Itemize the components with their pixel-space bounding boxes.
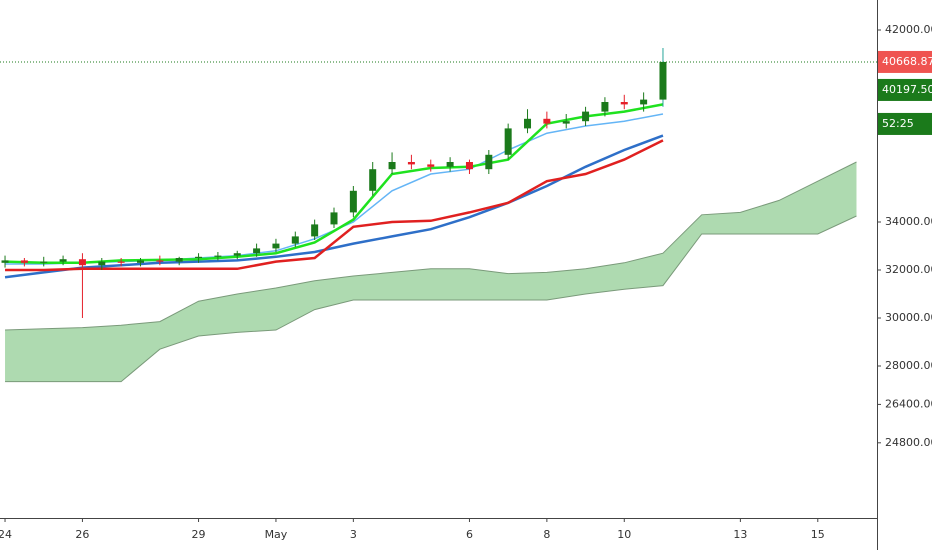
x-tick-label: May [265, 528, 288, 541]
candle-body [291, 236, 299, 244]
candle-body [659, 61, 667, 100]
y-tick-label: 24800.00 [885, 436, 932, 449]
y-tick-label: 30000.00 [885, 311, 932, 324]
candle-body [117, 261, 125, 263]
candle-body [349, 190, 357, 213]
candle-body [388, 162, 396, 170]
candle-body [524, 118, 532, 129]
y-tick-label: 28000.00 [885, 359, 932, 372]
indicator-line [4, 103, 664, 265]
cloud-lower [5, 215, 857, 383]
candle-body [78, 259, 86, 266]
x-tick-label: 24 [0, 528, 12, 541]
candle-body [620, 102, 628, 105]
candle-body [465, 162, 473, 170]
candle-body [233, 253, 241, 256]
candle-body [272, 243, 280, 249]
candle-body [1, 260, 9, 263]
x-tick-label: 13 [733, 528, 747, 541]
indicator-line [5, 139, 664, 272]
candle-body [136, 260, 144, 263]
y-tick-label: 42000.00 [885, 23, 932, 36]
candle-body [214, 255, 222, 257]
x-tick-label: 10 [617, 528, 631, 541]
candle-body [427, 164, 435, 167]
y-tick-label: 34000.00 [885, 215, 932, 228]
x-tick-label: 8 [543, 528, 550, 541]
candle-body [156, 260, 164, 262]
candle-body [485, 154, 493, 170]
candle-body [195, 256, 203, 259]
candle-body [369, 169, 377, 191]
y-tick-label: 32000.00 [885, 263, 932, 276]
cloud-upper [5, 161, 857, 331]
candle-body [446, 162, 454, 167]
cloud-fill [5, 162, 857, 382]
price-label: 40197.50 [882, 83, 932, 96]
indicator-line [4, 134, 664, 279]
candle-body [253, 248, 261, 254]
price-label: 52:25 [882, 117, 914, 130]
x-tick-label: 26 [75, 528, 89, 541]
price-label-box [878, 112, 932, 135]
candle-body [40, 261, 48, 263]
x-tick-label: 15 [811, 528, 825, 541]
x-tick-label: 29 [192, 528, 206, 541]
candle-body [601, 102, 609, 112]
candle-body [407, 162, 415, 165]
candle-body [98, 261, 106, 266]
y-tick-label: 26400.00 [885, 397, 932, 410]
candle-body [504, 128, 512, 155]
candle-body [59, 259, 67, 262]
x-tick-label: 3 [350, 528, 357, 541]
candle-body [175, 258, 183, 262]
candle-body [311, 224, 319, 237]
price-label-box [878, 78, 932, 101]
last-price-label: 40668.87 [882, 55, 932, 68]
candle-body [330, 212, 338, 225]
x-tick-label: 6 [466, 528, 473, 541]
candle-body [582, 111, 590, 122]
candle-body [543, 118, 551, 124]
last-price-label-box [878, 50, 932, 73]
candle-body [640, 99, 648, 105]
candle-body [562, 121, 570, 124]
candle-body [20, 260, 28, 263]
